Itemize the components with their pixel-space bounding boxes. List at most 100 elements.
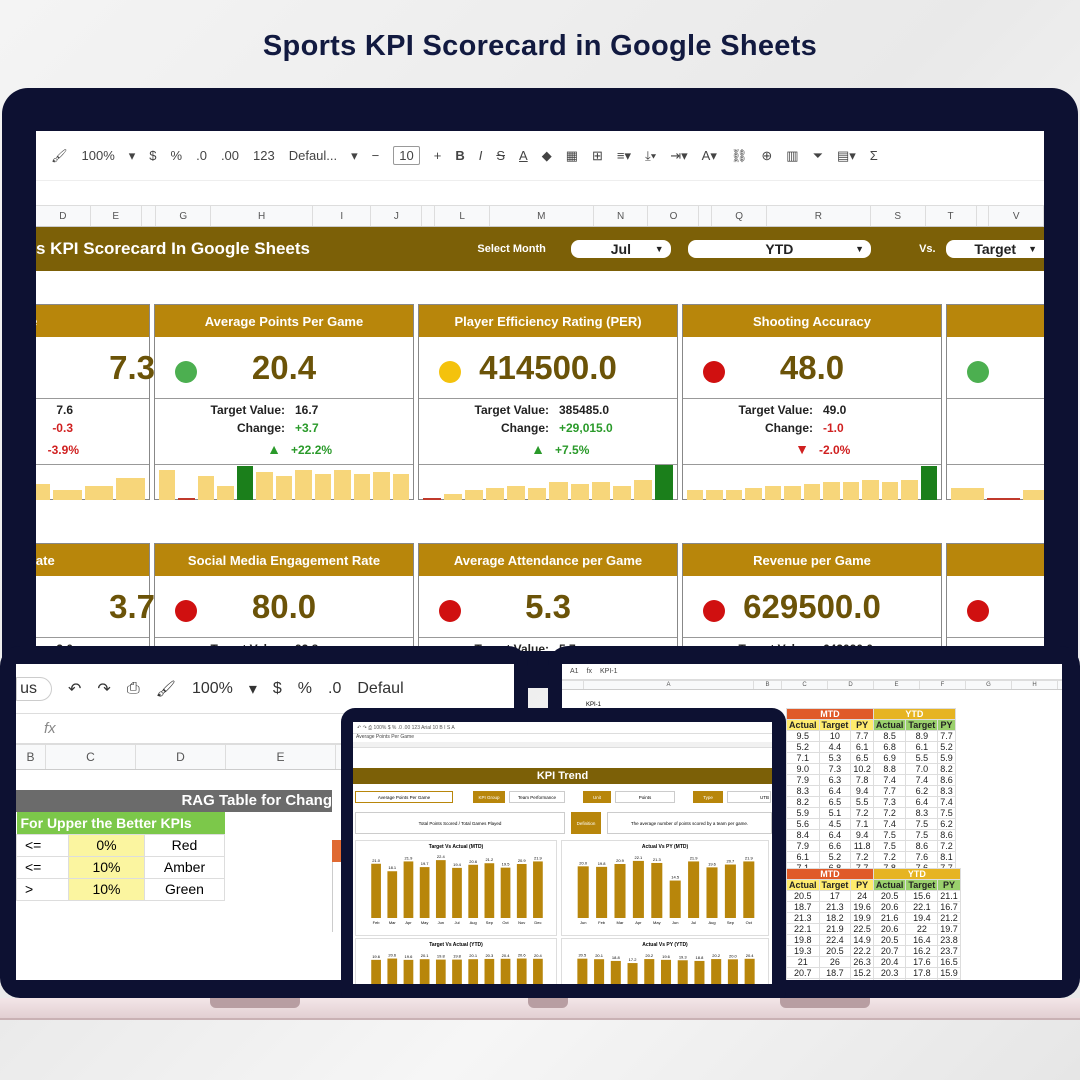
col-header[interactable]: C (782, 681, 828, 689)
cell[interactable]: 8.5 (872, 730, 907, 742)
cell[interactable]: 19.9 (850, 912, 874, 924)
col-header[interactable]: E (874, 681, 920, 689)
cell[interactable]: 5.6 (786, 818, 820, 830)
name-box[interactable]: us (16, 676, 52, 701)
col-header[interactable]: S (871, 206, 926, 226)
currency-button[interactable]: $ (272, 679, 282, 697)
cell[interactable]: 20.7 (786, 967, 820, 979)
cell[interactable]: 22.4 (818, 934, 852, 946)
borders-icon[interactable]: ▦ (565, 147, 578, 163)
cell[interactable]: 19.7 (937, 923, 961, 935)
cell[interactable]: 18.1 (937, 978, 961, 980)
cell[interactable]: 9.4 (850, 785, 874, 797)
cell[interactable]: 7.2 (937, 840, 956, 852)
col-header[interactable]: B (754, 681, 782, 689)
cell[interactable]: 7.6 (905, 851, 939, 863)
col-header[interactable]: F (920, 681, 966, 689)
cell[interactable]: 5.2 (937, 741, 956, 753)
cell[interactable]: 19.3 (786, 945, 820, 957)
cell[interactable]: 7.3 (818, 763, 852, 775)
undo-icon[interactable]: ↶ (68, 680, 82, 698)
col-header[interactable]: Q (712, 206, 767, 226)
cell[interactable]: 21 (786, 956, 820, 968)
cell[interactable]: 15.9 (937, 967, 961, 979)
cell[interactable]: 19.6 (850, 901, 874, 913)
cell[interactable]: 15.2 (850, 967, 874, 979)
cell[interactable]: 20.5 (818, 945, 852, 957)
period-dropdown[interactable]: YTD (687, 240, 872, 258)
cell[interactable]: 22.1 (786, 923, 820, 935)
cell[interactable]: 23.8 (937, 934, 961, 946)
cell[interactable]: 6.2 (905, 785, 939, 797)
cell[interactable]: 18.7 (818, 967, 852, 979)
cell[interactable]: 8.3 (937, 785, 956, 797)
cell[interactable]: 15.6 (905, 890, 939, 902)
col-header[interactable]: J (371, 206, 423, 226)
font-size-decrease[interactable]: − (371, 148, 380, 163)
cell[interactable]: 8.3 (905, 807, 939, 819)
cell[interactable]: 20.6 (872, 923, 907, 935)
cell[interactable]: 14.9 (850, 934, 874, 946)
cell[interactable]: 21.9 (818, 923, 852, 935)
cell[interactable]: 8.6 (905, 840, 939, 852)
cell[interactable]: 20.7 (872, 945, 907, 957)
cell[interactable]: 17.6 (905, 956, 939, 968)
cell[interactable]: 7.0 (905, 763, 939, 775)
font-size-increase[interactable]: + (433, 148, 442, 163)
decrease-decimal-button[interactable]: .0 (328, 679, 342, 697)
cell-ref[interactable]: A1 (570, 668, 579, 675)
chevron-down-icon[interactable]: ▾ (248, 680, 257, 698)
cell[interactable]: 5.2 (818, 851, 852, 863)
redo-icon[interactable]: ↷ (97, 680, 111, 698)
cell[interactable]: 20.6 (872, 901, 907, 913)
formula-bar[interactable]: KPI-1 (600, 668, 618, 675)
fill-color-icon[interactable]: ◆ (541, 147, 552, 163)
cell[interactable]: 16.5 (937, 956, 961, 968)
cell[interactable]: 23.7 (937, 945, 961, 957)
cell[interactable]: 8.9 (905, 730, 939, 742)
cell[interactable]: 7.9 (786, 774, 820, 786)
sum-icon[interactable]: Σ (869, 148, 878, 163)
cell[interactable]: 7.5 (872, 829, 907, 841)
font-select[interactable]: Defaul (357, 679, 404, 697)
cell[interactable]: 20.4 (872, 956, 907, 968)
cell[interactable]: 8.6 (937, 829, 956, 841)
cell[interactable]: 8.2 (937, 763, 956, 775)
cell[interactable]: 6.4 (818, 829, 852, 841)
cell[interactable]: 7.1 (786, 752, 820, 764)
increase-decimal-button[interactable]: .00 (220, 148, 240, 163)
cell[interactable]: 7.5 (937, 807, 956, 819)
cell[interactable]: 7.5 (905, 818, 939, 830)
cell[interactable]: 22 (905, 923, 939, 935)
cell[interactable]: 5.5 (905, 752, 939, 764)
cell[interactable]: 6.5 (818, 796, 852, 808)
cell[interactable]: 5.9 (937, 752, 956, 764)
cell[interactable]: 8.4 (786, 829, 820, 841)
number-format-button[interactable]: 123 (253, 148, 275, 163)
col-header[interactable]: B (16, 745, 46, 769)
chevron-down-icon[interactable]: ▾ (351, 147, 358, 163)
col-header[interactable]: I (313, 206, 372, 226)
col-header[interactable]: C (46, 745, 136, 769)
cell[interactable]: 21.6 (872, 912, 907, 924)
align-icon[interactable]: ≡▾ (616, 147, 632, 163)
cell[interactable]: 7.4 (872, 774, 907, 786)
cell[interactable]: 8.8 (872, 763, 907, 775)
percent-button[interactable]: % (297, 679, 313, 697)
cell[interactable]: 20.5 (872, 890, 907, 902)
cell[interactable]: 17 (818, 890, 852, 902)
cell[interactable]: 21.1 (905, 978, 939, 980)
col-header[interactable]: D (36, 206, 91, 226)
cell[interactable]: 16.4 (905, 934, 939, 946)
cell[interactable]: 21.3 (818, 901, 852, 913)
cell[interactable]: 7.7 (850, 730, 874, 742)
col-header[interactable]: R (767, 206, 871, 226)
currency-button[interactable]: $ (149, 148, 157, 163)
cell[interactable]: 9.5 (786, 730, 820, 742)
cell[interactable]: 5.5 (850, 796, 874, 808)
month-dropdown[interactable]: Jul (571, 240, 671, 258)
cell[interactable]: 6.4 (905, 796, 939, 808)
col-header[interactable]: D (828, 681, 874, 689)
cell[interactable]: 22.2 (850, 945, 874, 957)
link-icon[interactable]: ⛓ (730, 147, 748, 163)
